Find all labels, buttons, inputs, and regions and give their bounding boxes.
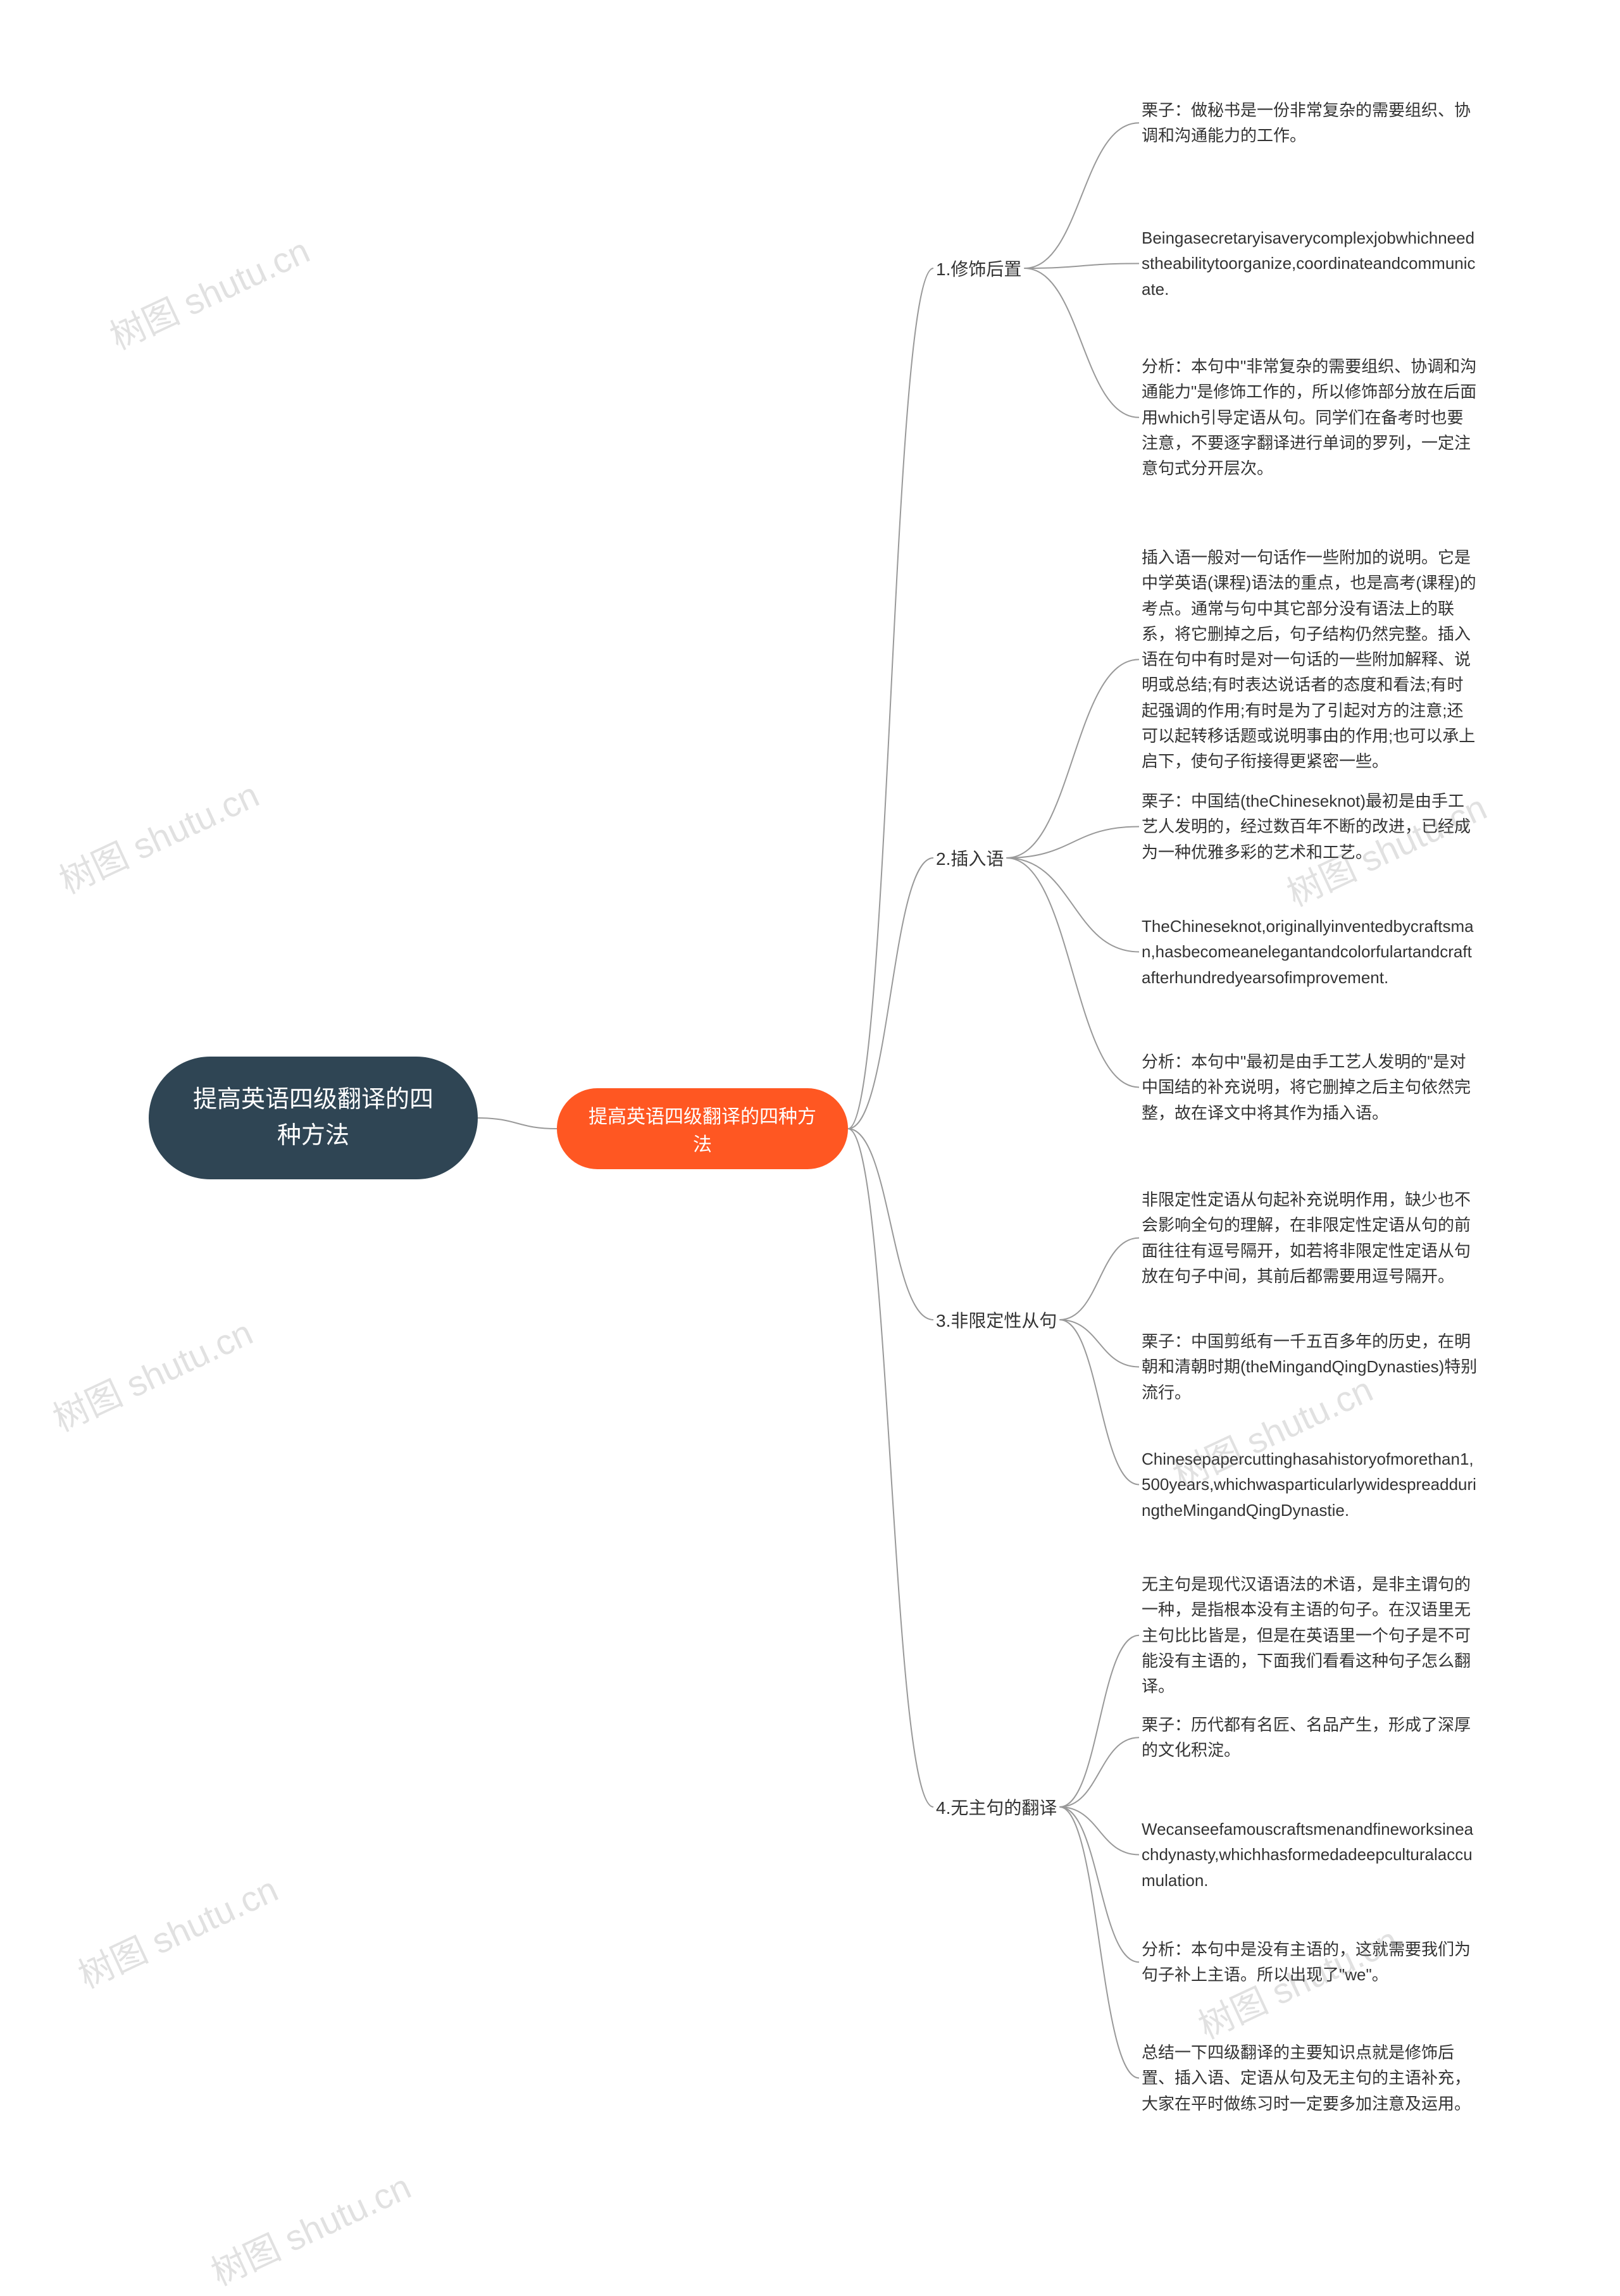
leaf-node: 栗子：中国结(theChineseknot)最初是由手工艺人发明的，经过数百年不… (1139, 785, 1481, 869)
leaf-node: 栗子：历代都有名匠、名品产生，形成了深厚的文化积淀。 (1139, 1708, 1481, 1767)
leaf-node: Chinesepapercuttinghasahistoryofmorethan… (1139, 1443, 1481, 1527)
leaf-node: 分析：本句中是没有主语的，这就需要我们为句子补上主语。所以出现了"we"。 (1139, 1933, 1481, 1992)
leaf-node: 无主句是现代汉语语法的术语，是非主谓句的一种，是指根本没有主语的句子。在汉语里无… (1139, 1568, 1481, 1703)
watermark: 树图 shutu.cn (50, 767, 266, 904)
level2-node-4: 4.无主句的翻译 (933, 1790, 1059, 1823)
leaf-node: 栗子：中国剪纸有一千五百多年的历史，在明朝和清朝时期(theMingandQin… (1139, 1325, 1481, 1409)
leaf-node: 栗子：做秘书是一份非常复杂的需要组织、协调和沟通能力的工作。 (1139, 94, 1481, 152)
leaf-node: 插入语一般对一句话作一些附加的说明。它是中学英语(课程)语法的重点，也是高考(课… (1139, 541, 1481, 778)
level1-node: 提高英语四级翻译的四种方法 (557, 1088, 848, 1169)
level2-node-3: 3.非限定性从句 (933, 1303, 1059, 1336)
watermark: 树图 shutu.cn (44, 1305, 260, 1442)
leaf-node: 总结一下四级翻译的主要知识点就是修饰后置、插入语、定语从句及无主句的主语补充，大… (1139, 2036, 1481, 2120)
leaf-node: 分析：本句中"最初是由手工艺人发明的"是对中国结的补充说明，将它删掉之后主句依然… (1139, 1045, 1481, 1129)
level2-node-1: 1.修饰后置 (933, 252, 1024, 285)
leaf-node: TheChineseknot,originallyinventedbycraft… (1139, 910, 1481, 994)
watermark: 树图 shutu.cn (69, 1861, 285, 1999)
root-node: 提高英语四级翻译的四种方法 (149, 1057, 478, 1179)
level2-node-2: 2.插入语 (933, 841, 1006, 874)
leaf-node: Beingasecretaryisaverycomplexjobwhichnee… (1139, 221, 1481, 306)
leaf-node: Wecanseefamouscraftsmenandfineworksineac… (1139, 1813, 1481, 1897)
watermark: 树图 shutu.cn (202, 2159, 418, 2296)
leaf-node: 分析：本句中"非常复杂的需要组织、协调和沟通能力"是修饰工作的，所以修饰部分放在… (1139, 350, 1481, 485)
leaf-node: 非限定性定语从句起补充说明作用，缺少也不会影响全句的理解，在非限定性定语从句的前… (1139, 1183, 1481, 1293)
watermark: 树图 shutu.cn (101, 223, 317, 360)
